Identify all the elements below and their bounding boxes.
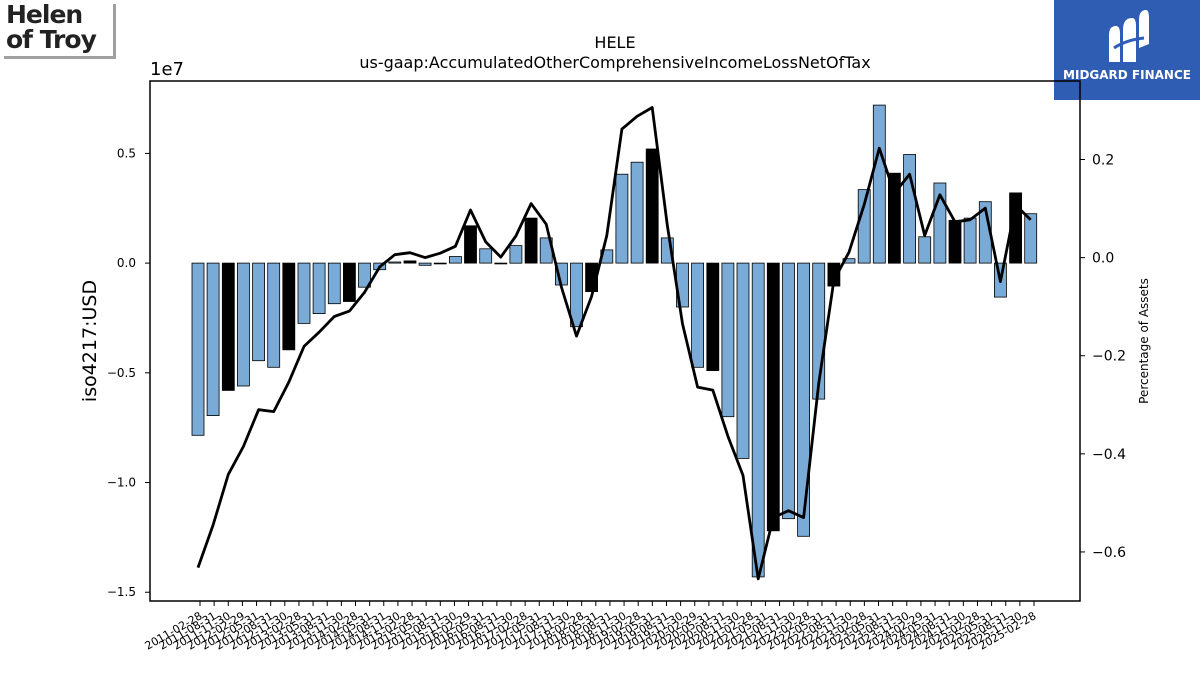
bar-2011-05-31 [206, 262, 220, 417]
bar-2018-05-31 [630, 161, 644, 264]
bar-2013-08-31 [342, 262, 356, 302]
bar-2022-11-30 [903, 154, 916, 264]
y2-tick-label: −0.2 [1092, 349, 1126, 365]
bar-2019-11-30 [721, 262, 735, 418]
bar-2018-08-31 [645, 148, 659, 264]
bar-2015-05-31 [448, 256, 462, 264]
bar-2014-11-30 [418, 262, 432, 266]
bar-2015-08-31 [464, 225, 477, 264]
midgard-emblem-icon [1109, 10, 1149, 62]
bar-2024-11-30 [1024, 213, 1038, 264]
bar-2013-02-28 [312, 262, 326, 315]
bar-2011-11-30 [236, 262, 250, 387]
y-tick-label: −1.0 [107, 476, 136, 490]
bar-2017-05-31 [570, 262, 583, 328]
bar-2011-08-31 [221, 262, 235, 391]
bar-2023-02-28 [918, 236, 932, 264]
logo-line-2: of Troy [6, 25, 97, 54]
chart-title: HELE [594, 33, 635, 52]
bar-2019-05-31 [691, 262, 704, 368]
y-scale-label: 1e7 [150, 59, 184, 80]
y2-tick-label: 0.0 [1092, 251, 1114, 267]
bar-2012-02-29 [252, 262, 266, 362]
percentage-line [196, 106, 1032, 581]
bar-2023-08-31 [948, 219, 962, 264]
bar-2012-05-31 [267, 262, 281, 368]
bar-2012-08-31 [282, 262, 296, 351]
left-axis: 0.5 0.0 −0.5 −1.0 −1.5 [107, 146, 150, 599]
bar-2019-08-31 [706, 262, 720, 372]
bar-2023-11-30 [963, 217, 977, 264]
chart-subtitle: us-gaap:AccumulatedOtherComprehensiveInc… [359, 53, 870, 72]
plot-frame [149, 80, 1081, 602]
bar-2018-02-28 [615, 173, 629, 264]
bar-2016-02-29 [494, 262, 508, 265]
bar-2022-08-31 [888, 172, 901, 264]
midgard-finance-logo: MIDGARD FINANCE [1054, 0, 1200, 100]
bar-2021-02-28 [797, 262, 810, 537]
right-axis: 0.2 0.0 −0.2 −0.4 −0.6 [1080, 152, 1126, 561]
bar-2012-11-30 [297, 262, 311, 324]
y-axis-label: iso4217:USD [79, 280, 101, 402]
bar-2020-08-31 [766, 262, 780, 532]
bar-2013-05-31 [327, 262, 341, 305]
logo-line-1: Helen [6, 0, 83, 29]
y-tick-label: 0.5 [117, 146, 136, 160]
y-tick-label: −0.5 [107, 366, 136, 380]
bar-2020-02-29 [736, 262, 750, 459]
y2-tick-label: −0.6 [1092, 545, 1126, 561]
bar-2014-08-31 [403, 260, 417, 264]
bar-2015-11-30 [479, 248, 493, 264]
line-layer [196, 106, 1032, 581]
bar-2024-08-31 [1009, 192, 1022, 264]
y-tick-label: −1.5 [107, 585, 136, 599]
bar-2016-05-31 [509, 245, 523, 264]
bar-2013-11-30 [358, 262, 371, 288]
helen-of-troy-logo: Helen of Troy [4, 0, 116, 59]
y2-axis-label: Percentage of Assets [1137, 278, 1151, 404]
y-tick-label: 0.0 [117, 256, 136, 270]
bar-2011-02-28 [191, 262, 205, 436]
bar-2014-05-31 [388, 261, 402, 264]
bar-2020-05-31 [751, 262, 765, 578]
bar-2020-11-30 [782, 262, 795, 520]
bar-2016-08-31 [524, 217, 538, 264]
y2-tick-label: 0.2 [1092, 152, 1114, 168]
bar-2015-02-28 [433, 262, 447, 265]
bar-2022-05-31 [872, 104, 886, 264]
midgard-finance-text: MIDGARD FINANCE [1063, 68, 1191, 82]
x-axis: 2011-02-282011-08-312011-11-302012-02-29… [143, 601, 1039, 653]
y2-tick-label: −0.4 [1092, 447, 1126, 463]
